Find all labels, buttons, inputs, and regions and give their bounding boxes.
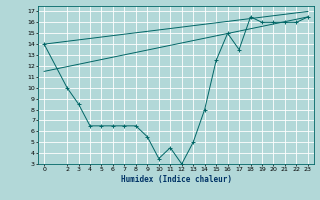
X-axis label: Humidex (Indice chaleur): Humidex (Indice chaleur) xyxy=(121,175,231,184)
